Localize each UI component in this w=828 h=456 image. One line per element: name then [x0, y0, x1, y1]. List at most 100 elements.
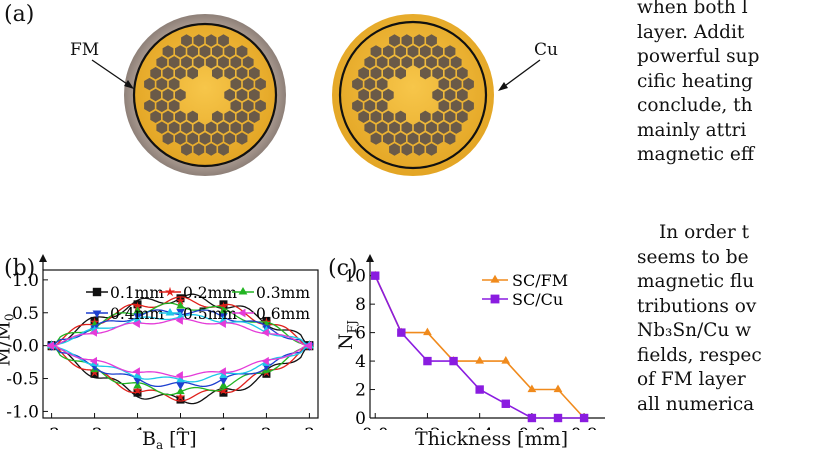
filament-hex: [205, 34, 217, 47]
filament-hex: [193, 56, 205, 69]
filament-hex: [426, 121, 437, 134]
filament-hex: [401, 121, 413, 134]
filament-hex: [370, 110, 382, 123]
filament-hex: [218, 56, 229, 69]
filament-hex: [249, 88, 260, 102]
filament-hex: [230, 77, 242, 91]
filament-hex: [224, 45, 235, 58]
filament-hex: [156, 99, 168, 113]
filament-hex: [205, 56, 217, 69]
filament-hex: [426, 56, 437, 69]
filament-hex: [242, 77, 254, 91]
filament-hex: [395, 132, 406, 145]
filament-hex: [224, 67, 235, 80]
data-point: [46, 341, 54, 351]
text-line: cific heating: [637, 70, 753, 92]
filament-hex: [364, 99, 376, 113]
legend-marker: [92, 310, 102, 318]
cu-inner-ring: [338, 20, 488, 170]
text-line: mainly attri: [637, 119, 747, 141]
x-tick-label: 1: [218, 425, 229, 430]
legend-label: 0.6mm: [256, 305, 310, 323]
data-point: [423, 327, 432, 336]
filament-hex: [175, 67, 186, 80]
filament-hex: [144, 77, 155, 91]
data-point: [176, 301, 185, 309]
filament-hex: [444, 132, 456, 145]
x-tick-label: 3: [304, 425, 315, 430]
filament-hex: [224, 110, 235, 123]
data-point: [218, 367, 226, 376]
wire-cross-sections: [91, 14, 541, 176]
filament-hex: [218, 121, 229, 134]
y-tick-label: 1.0: [12, 271, 39, 291]
filament-hex: [236, 67, 248, 80]
data-point: [527, 384, 537, 393]
data-point: [579, 413, 589, 423]
filament-hex: [438, 99, 450, 113]
filament-hex: [389, 56, 400, 69]
filament-hex: [230, 99, 242, 113]
filament-hex: [236, 110, 248, 123]
data-point: [261, 356, 269, 366]
filament-hex: [395, 110, 406, 123]
data-point: [527, 413, 537, 423]
filament-hex: [432, 45, 443, 58]
filament-hex: [175, 132, 186, 145]
filament-hex: [187, 110, 198, 123]
filament-hex: [426, 34, 437, 47]
filament-hex: [426, 143, 437, 156]
filament-hex: [242, 99, 254, 113]
data-point: [175, 316, 183, 325]
legend-label: SC/Cu: [512, 290, 563, 309]
filament-hex: [438, 121, 450, 134]
filament-hex: [358, 88, 369, 102]
filament-hex: [450, 99, 462, 113]
panel-c-label: (c): [328, 256, 358, 281]
cu-outer-disk: [332, 14, 494, 176]
legend-label: 0.1mm: [110, 284, 164, 302]
filament-hex: [352, 77, 363, 91]
filament-hex: [370, 132, 382, 145]
filament-hex: [438, 56, 450, 69]
data-point: [133, 370, 142, 378]
legend-label: 0.4mm: [110, 305, 164, 323]
text-line: conclude, th: [637, 95, 753, 116]
filament-hex: [199, 45, 211, 58]
filament-hex: [383, 88, 394, 102]
filament-hex: [175, 45, 186, 58]
legend-entry: 0.4mm: [86, 305, 164, 323]
magnetization-chart: -3 -2 -1 0 1 2 3 1.0 0.5 0.0 -0.5 -1.0 0.1mm 0.2mm 0.3…: [6, 254, 319, 430]
y-tick-label: 10: [344, 267, 366, 287]
fm-arrow-line: [91, 59, 131, 87]
filament-hex: [463, 77, 474, 91]
filament-hex: [407, 132, 419, 145]
filament-hex: [420, 132, 431, 145]
filament-hex: [444, 110, 456, 123]
y-tick-label: -1.0: [6, 402, 39, 422]
filament-hex: [150, 67, 161, 80]
filament-hex: [420, 67, 431, 80]
x-tick-label: -3: [43, 425, 60, 430]
legend-marker: [165, 308, 175, 316]
data-point: [132, 319, 140, 328]
legend-entry: 0.2mm: [159, 284, 237, 302]
y-tick-label: 6: [355, 324, 366, 344]
data-point: [397, 328, 406, 337]
filament-hex: [236, 88, 248, 102]
filament-hex: [358, 110, 369, 123]
panel-a-label: (a): [4, 2, 35, 27]
filament-hex: [457, 67, 468, 80]
fm-arrow-head: [124, 80, 134, 89]
panel-c-xlabel: Thickness [mm]: [415, 428, 569, 450]
data-point: [553, 384, 563, 393]
filament-hex: [168, 77, 180, 91]
data-point: [423, 356, 432, 366]
legend-marker: [165, 286, 175, 297]
filament-hex: [370, 88, 382, 102]
filament-hex: [457, 88, 468, 102]
filament-hex: [156, 77, 168, 91]
filament-hex: [383, 110, 394, 123]
filament-hex: [212, 45, 223, 58]
